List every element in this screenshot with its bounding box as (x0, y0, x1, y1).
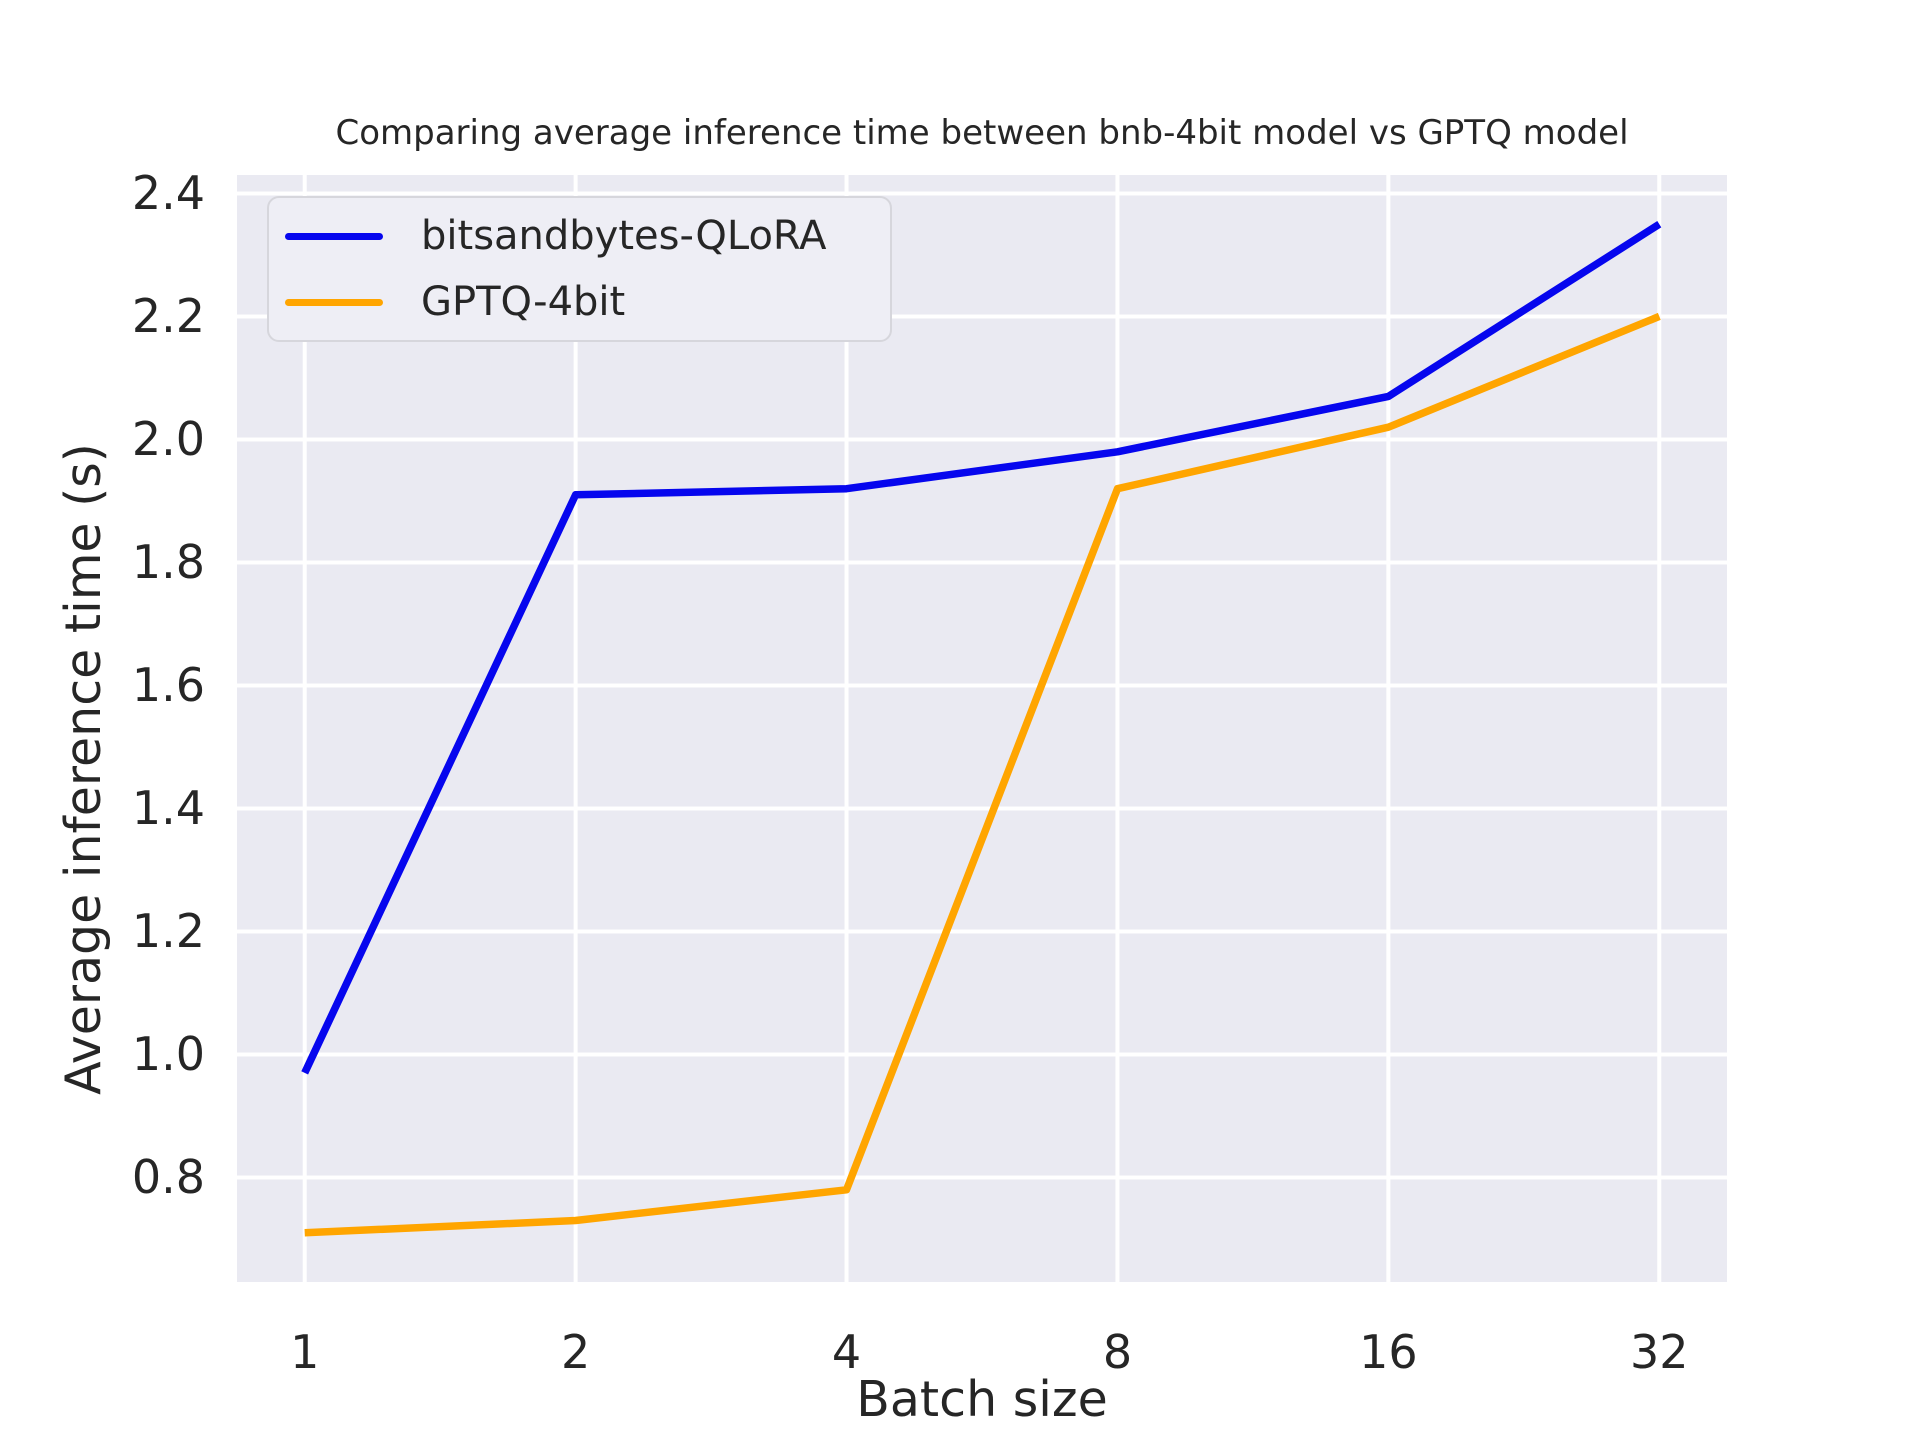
x-tick-label: 1 (290, 1325, 320, 1379)
legend-label: bitsandbytes-QLoRA (421, 213, 827, 259)
y-tick-label: 1.2 (131, 904, 205, 959)
legend-line-swatch (285, 298, 383, 306)
chart-title: Comparing average inference time between… (335, 113, 1629, 153)
y-tick-label: 1.4 (131, 781, 205, 836)
legend-entry: GPTQ-4bit (269, 276, 890, 328)
x-tick-label: 2 (560, 1325, 591, 1379)
x-tick-label: 8 (1102, 1325, 1133, 1379)
legend: bitsandbytes-QLoRA GPTQ-4bit (267, 196, 892, 342)
y-tick-label: 0.8 (131, 1150, 205, 1205)
plot-area (237, 175, 1727, 1282)
x-tick-label: 4 (831, 1325, 862, 1379)
legend-label: GPTQ-4bit (421, 279, 626, 325)
y-tick-label: 2.2 (131, 289, 205, 344)
series-line-bitsandbytes-QLoRA (301, 221, 1662, 1075)
y-tick-label: 2.0 (131, 412, 205, 467)
y-tick-label: 1.0 (131, 1027, 205, 1082)
chart-canvas (237, 175, 1727, 1282)
y-tick-label: 1.6 (131, 658, 205, 713)
y-tick-label: 2.4 (131, 166, 205, 221)
series-line-GPTQ-4bit (304, 312, 1661, 1237)
legend-line-swatch (285, 232, 383, 240)
x-tick-label: 16 (1359, 1325, 1418, 1379)
legend-entry: bitsandbytes-QLoRA (269, 210, 890, 262)
x-tick-label: 32 (1629, 1325, 1689, 1379)
y-tick-label: 1.8 (131, 535, 205, 590)
x-axis-label: Batch size (856, 1371, 1108, 1428)
